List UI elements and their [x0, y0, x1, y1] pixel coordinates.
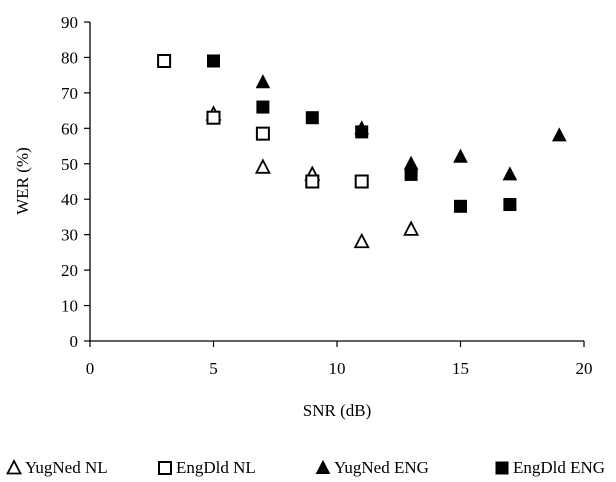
- series-engdld-nl: [157, 53, 369, 189]
- y-tick-label: 90: [61, 13, 78, 32]
- data-points: [157, 53, 567, 249]
- legend-marker: [315, 459, 331, 474]
- legend-marker: [158, 461, 172, 475]
- x-tick-label: 5: [209, 359, 218, 378]
- data-point: [502, 166, 518, 181]
- data-point: [256, 100, 270, 114]
- x-tick-label: 0: [86, 359, 95, 378]
- x-tick-label: 15: [452, 359, 469, 378]
- data-point: [206, 110, 221, 125]
- data-point: [305, 174, 320, 189]
- legend-label: EngDld NL: [176, 458, 256, 477]
- data-point: [551, 127, 567, 142]
- legend-marker: [6, 459, 22, 475]
- y-axis-title: WER (%): [13, 147, 32, 215]
- y-tick-label: 70: [61, 84, 78, 103]
- y-tick-label: 50: [61, 155, 78, 174]
- legend-label: YugNed ENG: [334, 458, 429, 477]
- x-tick-label: 20: [576, 359, 593, 378]
- data-point: [403, 155, 419, 170]
- data-point: [353, 232, 370, 249]
- data-point: [305, 111, 319, 125]
- data-point: [354, 174, 369, 189]
- x-axis-title: SNR (dB): [303, 401, 371, 420]
- legend: YugNed NL EngDld NL YugNed ENG EngDld ENG: [6, 458, 605, 477]
- data-point: [255, 74, 271, 89]
- series-yugned-eng: [255, 74, 567, 181]
- data-point: [207, 54, 220, 68]
- legend-marker: [495, 461, 509, 475]
- y-tick-label: 30: [61, 226, 78, 245]
- data-point: [453, 148, 468, 163]
- x-axis-ticks: 0 5 10 15 20: [86, 341, 593, 378]
- y-tick-label: 0: [70, 332, 79, 351]
- data-point: [254, 158, 271, 174]
- y-tick-label: 20: [61, 261, 78, 280]
- y-tick-label: 10: [61, 297, 78, 316]
- y-tick-label: 40: [61, 190, 78, 209]
- data-point: [255, 126, 270, 141]
- legend-label: YugNed NL: [25, 458, 108, 477]
- data-point: [355, 125, 369, 139]
- series-engdld-eng: [207, 54, 517, 213]
- x-tick-label: 10: [329, 359, 346, 378]
- data-point: [503, 198, 517, 212]
- y-axis-ticks: 0 10 20 30 40 50 60 70 80 90: [61, 13, 90, 351]
- data-point: [403, 220, 420, 236]
- y-tick-label: 80: [61, 48, 78, 67]
- y-tick-label: 60: [61, 119, 78, 138]
- legend-label: EngDld ENG: [513, 458, 605, 477]
- plot-axes: [89, 22, 584, 342]
- data-point: [404, 167, 418, 181]
- data-point: [157, 53, 172, 68]
- data-point: [454, 199, 467, 213]
